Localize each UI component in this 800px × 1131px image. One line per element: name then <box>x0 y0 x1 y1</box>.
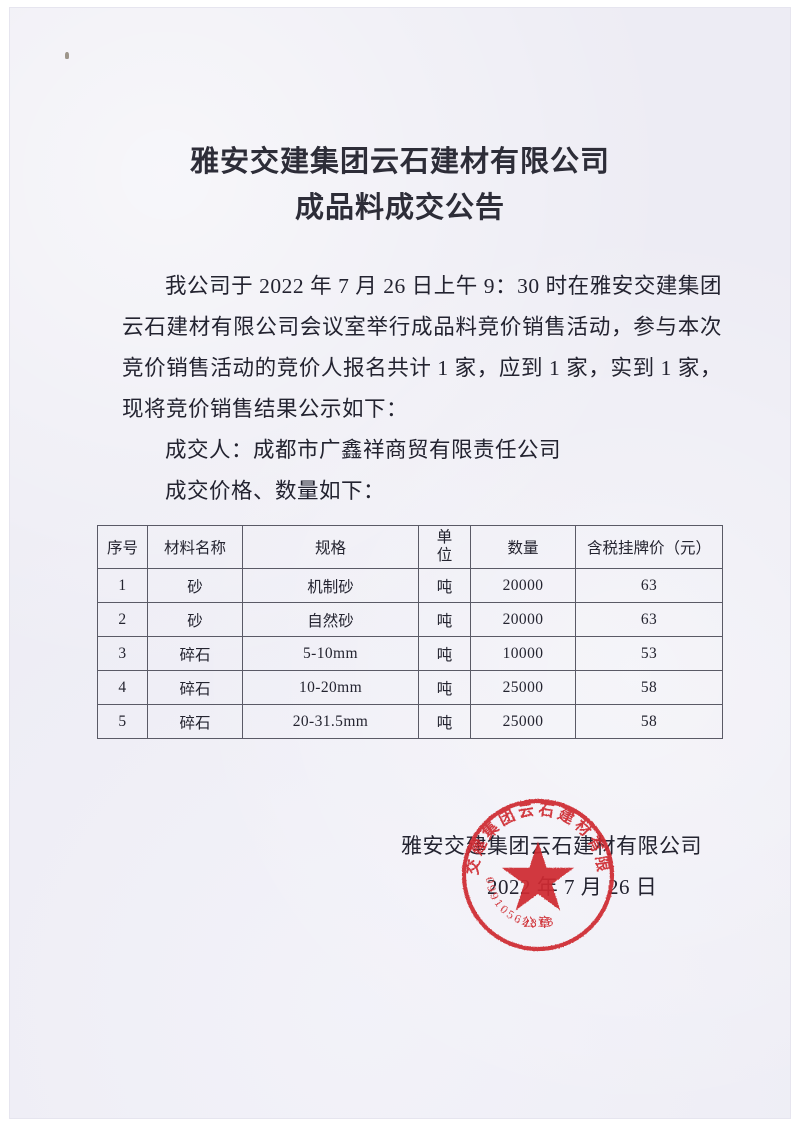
signature-date: 2022 年 7 月 26 日 <box>487 875 658 899</box>
table-row: 2 砂 自然砂 吨 20000 63 <box>97 602 723 637</box>
cell-spec: 10-20mm <box>242 670 419 705</box>
header-unit-char-1: 单 <box>436 529 453 546</box>
cell-price: 53 <box>575 636 723 671</box>
header-material: 材料名称 <box>147 525 243 569</box>
cell-no: 3 <box>97 636 148 671</box>
cell-material: 碎石 <box>147 670 243 705</box>
table-row: 3 碎石 5-10mm 吨 10000 53 <box>97 636 723 671</box>
signature-company: 雅安交建集团云石建材有限公司 <box>401 834 702 858</box>
cell-price: 63 <box>575 602 723 637</box>
scan-artifact-speck <box>65 52 69 59</box>
cell-spec: 机制砂 <box>242 568 419 603</box>
title-line-subject: 成品料成交公告 <box>294 190 505 224</box>
cell-quantity: 25000 <box>470 670 576 705</box>
announcement-paragraph: 我公司于 2022 年 7 月 26 日上午 9：30 时在雅安交建集团云石建材… <box>122 274 722 421</box>
cell-unit: 吨 <box>418 670 471 705</box>
cell-material: 砂 <box>147 568 243 603</box>
table-row: 1 砂 机制砂 吨 20000 63 <box>97 568 723 603</box>
cell-no: 1 <box>97 568 148 603</box>
cell-spec: 自然砂 <box>242 602 419 637</box>
cell-spec: 5-10mm <box>242 636 419 671</box>
scanned-page-sheet: 雅安交建集团云石建材有限公司 成品料成交公告 我公司于 2022 年 7 月 2… <box>10 8 790 1118</box>
body-text: 我公司于 2022 年 7 月 26 日上午 9：30 时在雅安交建集团云石建材… <box>122 266 722 512</box>
signature-block: 雅安交建集团云石建材有限公司 2022 年 7 月 26 日 <box>401 826 702 908</box>
page-title: 雅安交建集团云石建材有限公司 成品料成交公告 <box>10 138 790 230</box>
header-unit: 单 位 <box>418 525 471 569</box>
table-body: 1 砂 机制砂 吨 20000 63 2 砂 自然砂 吨 20000 63 3 <box>97 568 723 739</box>
cell-unit: 吨 <box>418 704 471 739</box>
cell-price: 58 <box>575 670 723 705</box>
cell-no: 2 <box>97 602 148 637</box>
cell-price: 58 <box>575 704 723 739</box>
table-header-row: 序号 材料名称 规格 单 位 数量 含税挂牌价（元） <box>97 525 723 569</box>
cell-quantity: 20000 <box>470 568 576 603</box>
svg-text:公章: 公章 <box>522 915 554 931</box>
cell-unit: 吨 <box>418 636 471 671</box>
cell-unit: 吨 <box>418 602 471 637</box>
cell-price: 63 <box>575 568 723 603</box>
cell-quantity: 10000 <box>470 636 576 671</box>
title-line-company: 雅安交建集团云石建材有限公司 <box>189 144 610 178</box>
price-intro-line: 成交价格、数量如下： <box>165 479 386 503</box>
table-row: 5 碎石 20-31.5mm 吨 25000 58 <box>97 704 723 739</box>
cell-spec: 20-31.5mm <box>242 704 419 739</box>
header-spec: 规格 <box>242 525 419 569</box>
cell-material: 碎石 <box>147 636 243 671</box>
cell-quantity: 20000 <box>470 602 576 637</box>
cell-no: 4 <box>97 670 148 705</box>
cell-material: 砂 <box>147 602 243 637</box>
transaction-result-table: 序号 材料名称 规格 单 位 数量 含税挂牌价（元） 1 砂 <box>97 525 723 739</box>
header-price: 含税挂牌价（元） <box>575 525 723 569</box>
header-no: 序号 <box>97 525 148 569</box>
cell-quantity: 25000 <box>470 704 576 739</box>
cell-material: 碎石 <box>147 704 243 739</box>
buyer-line: 成交人：成都市广鑫祥商贸有限责任公司 <box>165 438 562 462</box>
header-quantity: 数量 <box>470 525 576 569</box>
cell-unit: 吨 <box>418 568 471 603</box>
table-row: 4 碎石 10-20mm 吨 25000 58 <box>97 670 723 705</box>
cell-no: 5 <box>97 704 148 739</box>
document-content: 雅安交建集团云石建材有限公司 成品料成交公告 我公司于 2022 年 7 月 2… <box>10 8 790 1118</box>
header-unit-char-2: 位 <box>436 547 453 564</box>
